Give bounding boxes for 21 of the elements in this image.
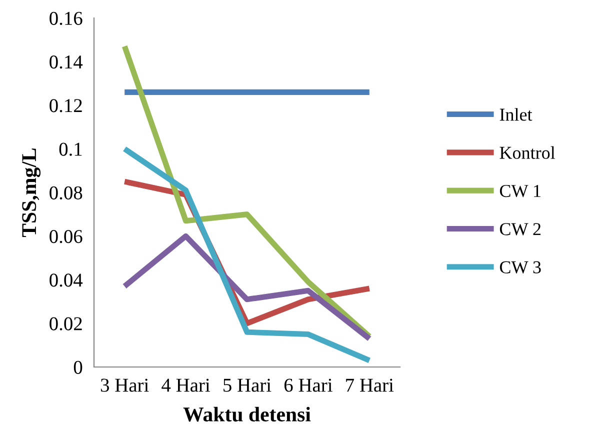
legend-label: CW 2 xyxy=(500,223,541,236)
x-tick-label: 7 Hari xyxy=(346,378,394,392)
y-tick-label: 0.16 xyxy=(50,12,82,26)
x-tick-label: 4 Hari xyxy=(162,378,210,392)
legend-label: CW 1 xyxy=(500,184,540,198)
legend-label: CW 3 xyxy=(500,261,541,274)
legend-label: Kontrol xyxy=(500,146,556,159)
y-tick-label: 0 xyxy=(74,360,82,374)
x-tick-label: 5 Hari xyxy=(224,378,272,392)
x-tick-label: 6 Hari xyxy=(284,378,332,392)
y-tick-label: 0.02 xyxy=(50,317,82,330)
y-tick-label: 0.12 xyxy=(50,99,82,112)
legend-label: Inlet xyxy=(500,108,532,121)
x-axis-title: Waktu detensi xyxy=(183,406,311,422)
y-axis-title: TSS,mg/L xyxy=(22,148,41,238)
y-tick-label: 0.08 xyxy=(50,186,82,200)
y-tick-label: 0.06 xyxy=(50,230,82,244)
x-tick-label: 3 Hari xyxy=(100,378,149,392)
y-tick-label: 0.04 xyxy=(50,274,83,287)
y-tick-label: 0.14 xyxy=(50,55,83,69)
y-tick-label: 0.1 xyxy=(59,142,82,156)
